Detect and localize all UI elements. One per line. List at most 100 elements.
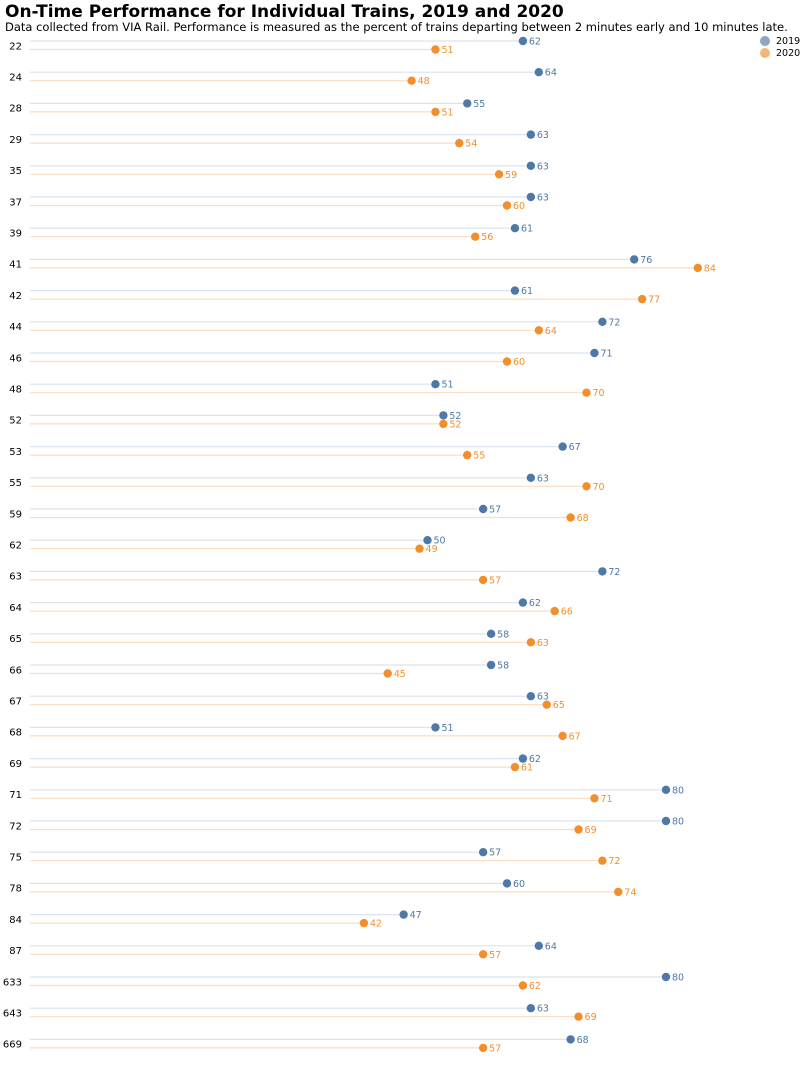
y-tick-label: 84 (9, 915, 22, 926)
data-label: 62 (529, 754, 541, 765)
data-point (574, 1012, 583, 1021)
data-label: 60 (513, 201, 525, 212)
data-label: 67 (569, 731, 581, 742)
data-point (637, 294, 647, 304)
data-label: 62 (529, 981, 541, 992)
y-tick-label: 63 (9, 572, 22, 583)
data-label: 63 (537, 161, 549, 172)
data-point (582, 482, 591, 491)
data-label: 51 (441, 380, 453, 391)
data-point (661, 816, 671, 826)
data-point (566, 1035, 575, 1044)
data-point (383, 669, 392, 678)
legend-item-2020[interactable]: 2020 (760, 47, 800, 59)
y-tick-label: 69 (9, 759, 22, 770)
y-tick-label: 75 (9, 852, 22, 863)
data-label: 58 (497, 629, 509, 640)
data-point (494, 170, 504, 179)
y-tick-label: 72 (9, 821, 22, 832)
data-point (431, 45, 440, 54)
data-label: 69 (585, 1012, 597, 1023)
data-label: 57 (489, 848, 501, 859)
data-label: 66 (561, 607, 573, 618)
y-tick-label: 66 (9, 665, 22, 676)
data-point (510, 762, 520, 772)
data-point (574, 825, 583, 834)
data-point (582, 388, 591, 397)
data-label: 63 (537, 130, 549, 141)
data-point (502, 357, 512, 366)
data-label: 80 (672, 817, 684, 828)
data-label: 65 (553, 700, 565, 711)
data-point (463, 450, 472, 460)
data-point (415, 544, 424, 553)
data-label: 84 (704, 263, 716, 274)
data-point (471, 232, 480, 241)
data-label: 62 (529, 598, 541, 609)
data-label: 70 (593, 482, 605, 493)
data-label: 60 (513, 879, 525, 890)
data-point (590, 348, 599, 358)
data-point (542, 700, 551, 709)
data-point (463, 99, 472, 108)
data-label: 69 (585, 825, 597, 836)
data-point (510, 224, 520, 233)
data-label: 61 (521, 763, 533, 774)
y-tick-label: 67 (9, 696, 22, 707)
data-point (431, 380, 440, 389)
data-label: 76 (640, 255, 652, 266)
data-label: 55 (473, 99, 485, 110)
data-label: 64 (545, 68, 557, 79)
data-point (526, 473, 536, 482)
legend-swatch-2020 (760, 48, 770, 58)
data-label: 72 (608, 567, 620, 578)
data-label: 57 (489, 575, 501, 586)
data-point (558, 442, 567, 451)
y-tick-label: 68 (9, 728, 22, 739)
y-tick-label: 42 (9, 291, 22, 302)
data-point (478, 504, 488, 514)
chart-subtitle: Data collected from VIA Rail. Performanc… (5, 20, 788, 34)
data-point (526, 192, 536, 202)
data-point (614, 887, 623, 897)
data-point (439, 411, 448, 420)
data-label: 49 (426, 544, 438, 555)
legend-item-2019[interactable]: 2019 (760, 35, 800, 47)
data-label: 51 (441, 723, 453, 734)
data-point (439, 419, 448, 429)
y-tick-label: 65 (9, 634, 22, 645)
data-label: 63 (537, 692, 549, 703)
data-point (502, 201, 512, 210)
data-point (478, 950, 488, 959)
data-label: 64 (545, 941, 557, 952)
data-label: 72 (608, 856, 620, 867)
data-label: 63 (537, 193, 549, 204)
data-label: 45 (394, 669, 406, 680)
data-label: 48 (418, 76, 430, 87)
data-point (558, 731, 567, 741)
data-point (590, 794, 599, 803)
y-tick-label: 22 (9, 41, 22, 52)
data-point (423, 536, 432, 545)
data-point (526, 638, 536, 647)
data-label: 52 (449, 411, 461, 422)
data-point (534, 941, 543, 950)
y-tick-label: 39 (9, 228, 22, 239)
data-point (518, 981, 528, 990)
y-tick-label: 28 (9, 104, 22, 115)
data-point (566, 513, 575, 522)
data-label: 68 (577, 1035, 589, 1046)
data-point (661, 785, 671, 794)
data-label: 71 (600, 349, 612, 360)
data-label: 62 (529, 37, 541, 48)
data-point (526, 161, 536, 170)
y-tick-label: 44 (9, 322, 22, 333)
data-label: 64 (545, 326, 557, 337)
data-point (478, 575, 488, 585)
data-label: 80 (672, 785, 684, 796)
data-label: 51 (441, 45, 453, 56)
data-point (359, 918, 369, 928)
legend-label-2019: 2019 (776, 35, 800, 47)
data-label: 71 (600, 794, 612, 805)
